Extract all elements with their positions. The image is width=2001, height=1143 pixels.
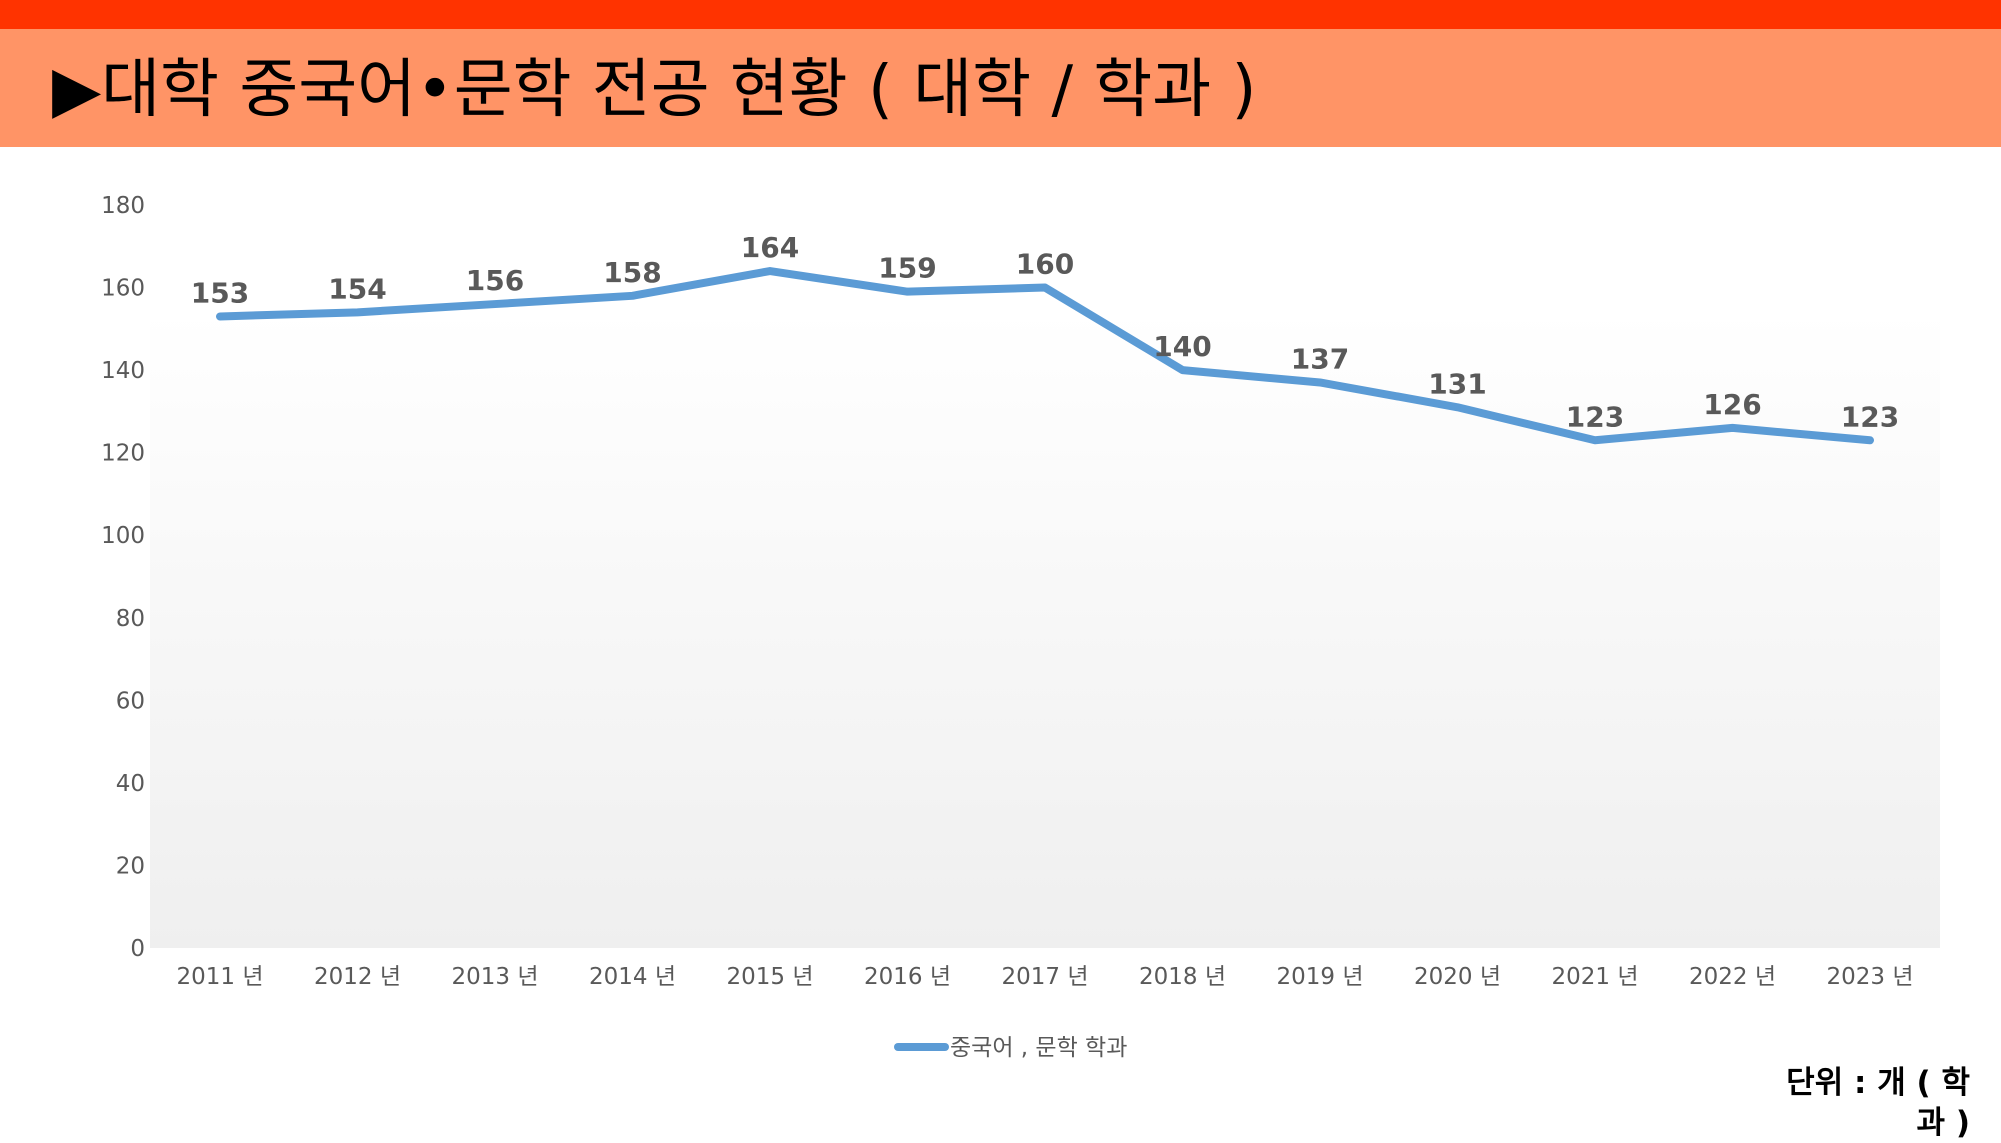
y-tick-label: 40 [116,771,145,797]
data-point [1867,437,1873,444]
x-tick-label: 2019 년 [1276,964,1363,990]
x-tick-label: 2012 년 [314,964,401,990]
data-point [1729,424,1736,431]
data-label: 137 [1291,342,1349,375]
data-point [904,288,911,295]
x-tick-label: 2017 년 [1001,964,1088,990]
data-point [217,313,223,320]
data-label: 160 [1016,248,1074,281]
y-tick-label: 140 [101,358,145,384]
data-label: 156 [466,264,524,297]
data-label: 164 [741,231,799,264]
y-tick-label: 80 [116,606,145,632]
data-point [629,292,636,299]
top-accent-stripe [0,0,2001,29]
x-tick-label: 2023 년 [1826,964,1913,990]
y-tick-label: 160 [101,276,145,302]
x-tick-label: 2016 년 [864,964,951,990]
data-point [492,301,498,308]
data-label: 159 [878,252,936,285]
data-point [354,309,361,316]
y-tick-label: 120 [101,441,145,467]
data-label: 158 [603,256,661,289]
x-tick-label: 2011 년 [176,964,263,990]
x-tick-label: 2015 년 [726,964,813,990]
data-label: 123 [1841,400,1899,433]
unit-note: 단위 : 개 ( 학과 ) [1786,1065,1970,1141]
y-tick-label: 180 [101,193,145,219]
x-tick-label: 2018 년 [1139,964,1226,990]
data-label: 153 [191,276,249,309]
x-tick-label: 2014 년 [589,964,676,990]
legend-label: 중국어 , 문학 학과 [950,1035,1127,1061]
x-tick-label: 2013 년 [451,964,538,990]
data-point [1592,437,1598,444]
title-band [0,29,2001,147]
x-tick-label: 2020 년 [1414,964,1501,990]
data-point [1317,379,1323,386]
y-tick-label: 20 [116,853,145,879]
y-tick-label: 60 [116,688,145,714]
x-tick-label: 2022 년 [1689,964,1776,990]
data-point [1454,404,1461,411]
data-point [1179,367,1186,374]
data-label: 154 [328,272,386,305]
page-title: ▶대학 중국어•문학 전공 현황 ( 대학 / 학과 ) [52,53,1257,127]
data-label: 131 [1428,367,1486,400]
x-tick-label: 2021 년 [1551,964,1638,990]
data-point [767,268,773,275]
y-tick-label: 100 [101,523,145,549]
data-label: 123 [1566,400,1624,433]
y-tick-label: 0 [130,936,145,962]
data-label: 140 [1153,330,1211,363]
data-label: 126 [1703,388,1761,421]
plot-area [150,310,1940,948]
data-point [1042,284,1048,291]
